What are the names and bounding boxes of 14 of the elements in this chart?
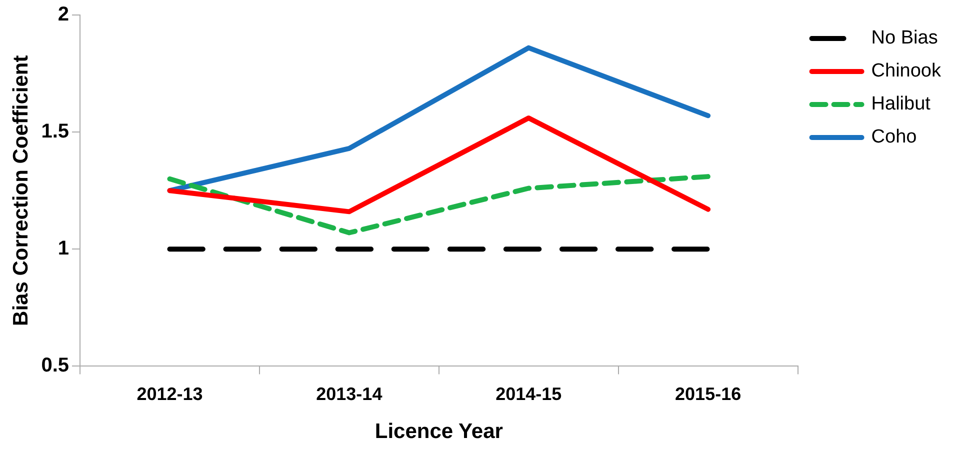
y-tick-label: 0.5 [41, 354, 70, 377]
x-tick-label: 2014-15 [496, 384, 562, 404]
y-tick-label: 1 [58, 238, 70, 260]
x-tick-label: 2012-13 [136, 384, 203, 404]
y-tick-label: 2 [58, 4, 70, 26]
y-axis-title: Bias Correction Coefficient [9, 55, 32, 326]
x-tick-label: 2015-16 [675, 384, 742, 404]
legend-label: Chinook [871, 60, 942, 82]
legend-label: No Bias [871, 28, 938, 49]
legend-label: Coho [871, 126, 917, 148]
x-axis-title: Licence Year [374, 420, 503, 444]
y-tick-label: 1.5 [41, 120, 70, 143]
legend-label: Halibut [871, 94, 932, 115]
x-tick-label: 2013-14 [316, 384, 382, 404]
